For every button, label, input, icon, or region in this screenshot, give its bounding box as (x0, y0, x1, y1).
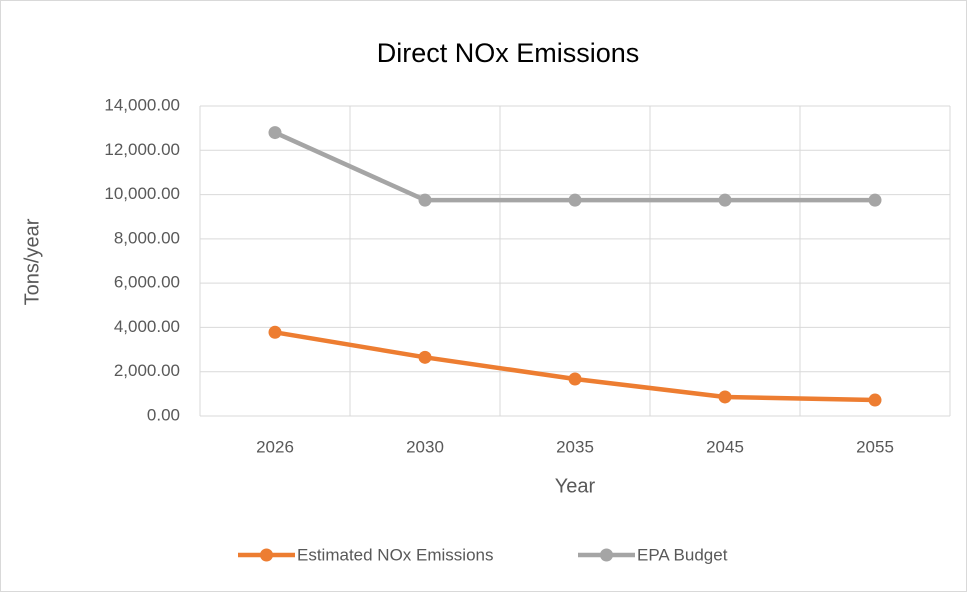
legend-label: Estimated NOx Emissions (297, 545, 494, 564)
data-point (418, 350, 432, 364)
data-point (868, 393, 882, 407)
y-axis-label: Tons/year (21, 218, 43, 305)
chart-title: Direct NOx Emissions (377, 38, 640, 68)
data-point (718, 390, 732, 404)
y-tick-label: 8,000.00 (114, 228, 180, 247)
data-point (718, 193, 732, 207)
legend-marker (260, 548, 273, 562)
y-tick-label: 4,000.00 (114, 317, 180, 336)
data-point (568, 193, 582, 207)
x-tick-label: 2030 (406, 437, 444, 456)
x-tick-label: 2045 (706, 437, 744, 456)
x-tick-label: 2026 (256, 437, 294, 456)
x-tick-label: 2035 (556, 437, 594, 456)
data-point (268, 126, 282, 140)
y-tick-label: 0.00 (147, 405, 180, 424)
y-tick-label: 14,000.00 (104, 95, 180, 114)
y-tick-label: 6,000.00 (114, 273, 180, 292)
data-point (868, 193, 882, 207)
legend-marker (600, 548, 613, 562)
y-tick-label: 10,000.00 (104, 184, 180, 203)
data-point (268, 325, 282, 339)
y-tick-label: 2,000.00 (114, 361, 180, 380)
x-axis-label: Year (555, 475, 596, 497)
x-tick-label: 2055 (856, 437, 894, 456)
legend-label: EPA Budget (637, 545, 728, 564)
y-tick-label: 12,000.00 (104, 140, 180, 159)
data-point (568, 372, 582, 386)
data-point (418, 193, 432, 207)
